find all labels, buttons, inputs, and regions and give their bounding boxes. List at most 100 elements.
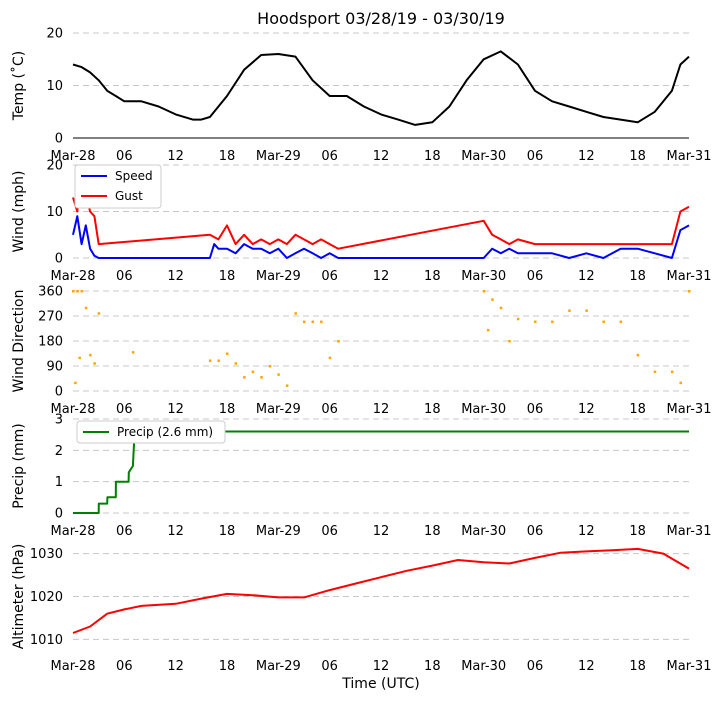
data-point [208, 359, 212, 362]
data-point [74, 381, 77, 385]
data-point [670, 370, 674, 374]
x-tick-label: 06 [321, 524, 338, 539]
data-point [72, 290, 75, 293]
x-tick-label: 18 [424, 524, 441, 539]
data-point [482, 290, 486, 293]
x-tick-label: Mar-31 [667, 402, 712, 417]
x-tick-label: Mar-30 [461, 402, 506, 417]
y-tick-label: 0 [55, 132, 63, 147]
y-tick-label: 0 [55, 385, 63, 400]
x-tick-label: 18 [219, 269, 236, 284]
y-tick-label: 3 [55, 413, 63, 428]
series-line-value [72, 50, 690, 126]
x-tick-label: 06 [116, 269, 133, 284]
data-point [585, 309, 588, 312]
y-tick-label: 2 [55, 444, 63, 459]
x-tick-label: 12 [167, 524, 184, 539]
panel-1: 0 10 20 Temp (˚C) Mar-28 06 12 18 Mar-29 06 12 18 Ma… [10, 27, 711, 165]
x-tick-label: 18 [424, 149, 441, 164]
data-point [80, 290, 84, 293]
y-tick-label: 10 [46, 79, 63, 94]
x-tick-label: 18 [424, 269, 441, 284]
x-tick-label: 06 [116, 659, 133, 674]
data-point [76, 290, 79, 293]
data-point [251, 370, 255, 374]
data-point [568, 309, 571, 312]
x-tick-label: 06 [527, 269, 544, 284]
data-point [131, 351, 135, 354]
panel-3: 0 90 180 270 360 Wind Direction Mar-28 06 12 18 Ma… [11, 285, 711, 418]
data-point [499, 306, 503, 310]
x-tick-label: 12 [373, 524, 390, 539]
x-tick-label: 12 [373, 402, 390, 417]
data-point [328, 356, 332, 360]
x-tick-label: Mar-29 [256, 269, 301, 284]
x-tick-label: Mar-29 [256, 524, 301, 539]
series-line-precip [73, 430, 689, 514]
data-point [234, 362, 238, 365]
data-point [89, 353, 92, 357]
x-tick-label: Mar-31 [667, 524, 712, 539]
x-tick-label: 12 [373, 659, 390, 674]
data-point [491, 298, 494, 301]
data-point [303, 320, 306, 324]
x-tick-label: Mar-28 [51, 524, 96, 539]
data-point [78, 356, 81, 360]
x-tick-label: 18 [629, 524, 646, 539]
x-tick-label: Mar-28 [51, 402, 96, 417]
data-point [337, 340, 340, 343]
x-tick-label: 12 [167, 269, 184, 284]
x-tick-label: 12 [167, 149, 184, 164]
x-tick-label: 18 [219, 524, 236, 539]
data-point [93, 362, 96, 365]
data-point [602, 320, 605, 324]
x-tick-label: 06 [321, 659, 338, 674]
x-tick-label: 18 [219, 402, 236, 417]
chart-title: Hoodsport 03/28/19 - 03/30/19 [257, 9, 505, 28]
y-axis-label: Temp (˚C) [10, 51, 27, 121]
x-tick-label: Mar-29 [256, 402, 301, 417]
y-tick-label: 20 [46, 27, 63, 42]
x-tick-label: Mar-29 [256, 149, 301, 164]
data-point [508, 340, 511, 343]
x-tick-label: Mar-30 [461, 149, 506, 164]
y-tick-label: 1 [55, 475, 63, 490]
series-line-value [72, 547, 690, 634]
x-tick-label: 12 [373, 269, 390, 284]
x-tick-label: 18 [629, 149, 646, 164]
data-point [320, 320, 323, 324]
data-point [268, 365, 272, 368]
data-point [294, 312, 297, 315]
x-tick-label: 18 [424, 659, 441, 674]
x-tick-label: 18 [629, 659, 646, 674]
x-tick-label: 06 [527, 659, 544, 674]
x-tick-label: Mar-28 [51, 149, 96, 164]
data-point [84, 306, 88, 310]
x-tick-label: 18 [629, 402, 646, 417]
y-tick-label: 270 [38, 310, 63, 325]
x-tick-label: Mar-30 [461, 524, 506, 539]
x-tick-label: 18 [424, 402, 441, 417]
y-tick-label: 0 [55, 507, 63, 522]
data-point [619, 320, 623, 324]
x-tick-label: Mar-28 [51, 659, 96, 674]
data-point [277, 373, 280, 376]
y-tick-label: 10 [46, 205, 63, 220]
x-tick-label: 06 [527, 402, 544, 417]
data-point [243, 376, 246, 379]
data-point [285, 384, 289, 387]
y-tick-label: 1020 [30, 590, 63, 605]
x-tick-label: 12 [373, 149, 390, 164]
data-point [226, 352, 229, 355]
y-axis-label: Altimeter (hPa) [11, 544, 27, 650]
y-tick-label: 20 [46, 159, 63, 174]
y-tick-label: 360 [38, 285, 63, 300]
data-point [311, 320, 315, 324]
data-point [688, 290, 691, 293]
legend-entry: Gust [115, 189, 143, 203]
x-tick-label: Mar-29 [256, 659, 301, 674]
